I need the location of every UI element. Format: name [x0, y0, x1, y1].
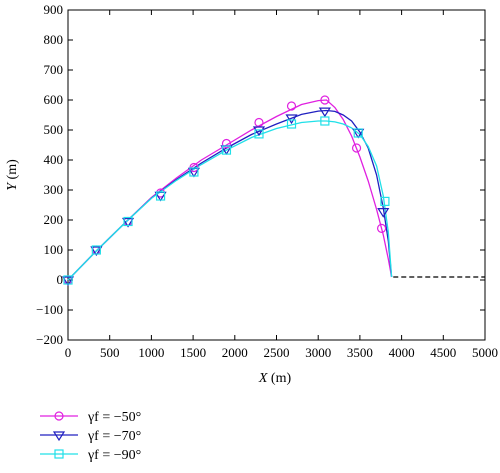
- series-3-point: [380, 196, 390, 206]
- series-3-point: [254, 129, 264, 139]
- y-tick-label: 600: [44, 92, 64, 107]
- x-axis-label: X (m): [258, 371, 292, 386]
- series-line-1: [67, 99, 393, 281]
- y-tick-label: 400: [44, 152, 64, 167]
- y-tick-label: 800: [44, 32, 64, 47]
- x-tick-label: 1500: [180, 345, 206, 360]
- y-tick-label: 200: [44, 212, 64, 227]
- x-tick-label: 0: [65, 345, 72, 360]
- x-tick-label: 2500: [264, 345, 290, 360]
- x-tick-label: 5000: [472, 345, 498, 360]
- series-3-point: [221, 145, 232, 155]
- series-1-point: [351, 143, 362, 153]
- y-tick-label: 900: [44, 2, 64, 17]
- series-1-point: [286, 101, 297, 111]
- legend-label-1: γf = −50°: [87, 410, 141, 425]
- axis-ticks: 0 500 1000 1500 2000 2500 3000 3500 4000 4500 5000…: [36, 2, 498, 360]
- series-markers: [61, 95, 390, 287]
- series-2-point: [90, 246, 103, 257]
- y-tick-label: 700: [44, 62, 64, 77]
- y-tick-label: 500: [44, 122, 64, 137]
- y-axis-label: Y (m): [5, 159, 20, 191]
- series-3-point: [353, 128, 363, 138]
- series-2-point: [252, 126, 266, 137]
- x-tick-label: 3500: [347, 345, 373, 360]
- x-tick-label: 4000: [389, 345, 415, 360]
- legend: γf = −50° γf = −70° γf = −90°: [40, 410, 141, 463]
- series-3-point: [189, 167, 199, 177]
- series-3-point: [320, 116, 330, 126]
- legend-label-2: γf = −70°: [87, 429, 141, 444]
- x-tick-label: 4500: [430, 345, 456, 360]
- x-tick-label: 3000: [305, 345, 331, 360]
- series-1-point: [221, 138, 232, 149]
- y-tick-label: 300: [44, 182, 64, 197]
- series-2-point: [377, 208, 390, 218]
- legend-label-3: γf = −90°: [87, 448, 141, 463]
- series-3-point: [63, 275, 73, 285]
- series-3-point: [155, 191, 166, 201]
- series-line-2: [67, 109, 393, 281]
- y-tick-label: 100: [44, 242, 64, 257]
- series-2-point: [285, 114, 298, 125]
- series-1-point: [320, 95, 330, 105]
- y-tick-label: −100: [36, 302, 63, 317]
- series-lines: [67, 99, 485, 281]
- series-1-point: [376, 223, 387, 233]
- series-2-point: [61, 276, 75, 287]
- series-3-point: [123, 216, 133, 227]
- y-tick-label: −200: [36, 332, 63, 347]
- series-2-point: [318, 107, 331, 118]
- plot-frame: [67, 9, 486, 341]
- legend-marker-2: [52, 431, 66, 442]
- x-tick-label: 1000: [138, 345, 164, 360]
- y-tick-label: 0: [57, 272, 64, 287]
- x-tick-label: 500: [100, 345, 120, 360]
- series-3-point: [286, 119, 297, 129]
- legend-marker-1: [54, 411, 64, 421]
- series-3-point: [91, 245, 101, 255]
- x-tick-label: 2000: [222, 345, 248, 360]
- legend-marker-3: [54, 449, 64, 459]
- series-2-point: [121, 217, 135, 228]
